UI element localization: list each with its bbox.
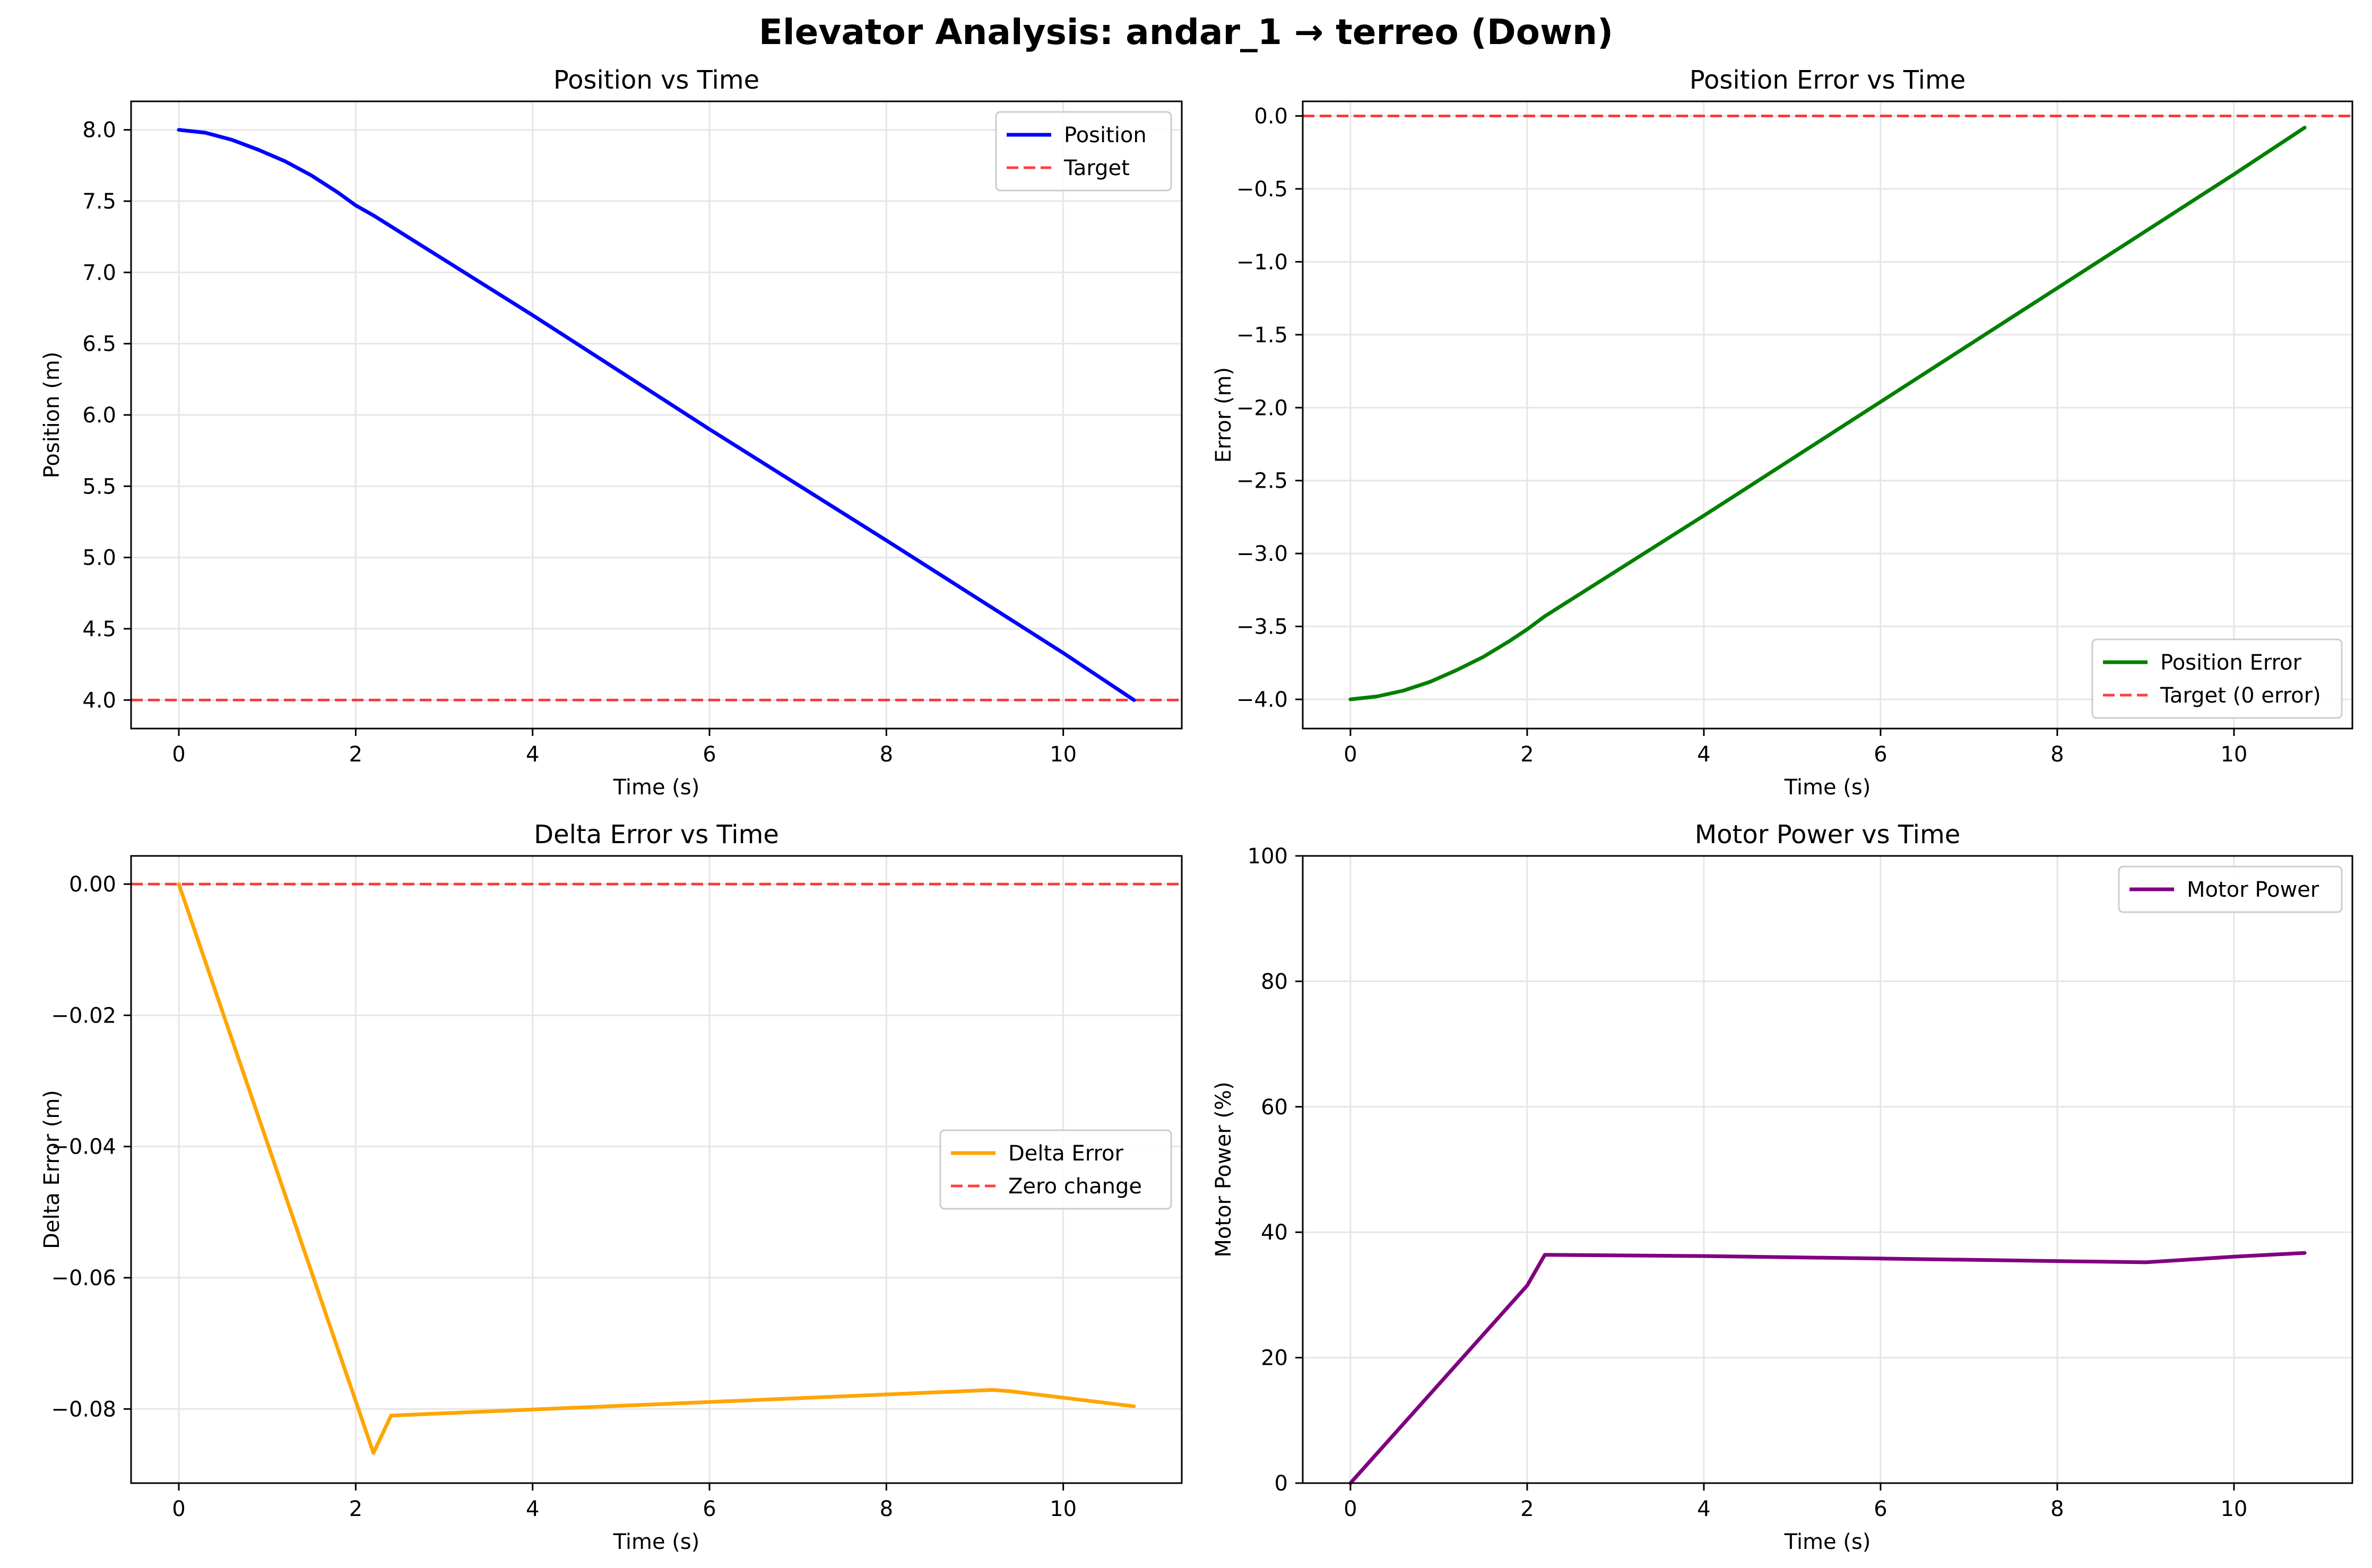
x-tick-label: 8 [880,1497,893,1521]
y-tick-label: 80 [1261,969,1288,994]
x-tick-label: 8 [2050,1497,2064,1521]
x-tick-label: 10 [2220,1497,2247,1521]
y-tick-label: 40 [1261,1220,1288,1245]
legend-label: Motor Power [2187,878,2319,902]
x-tick-label: 0 [172,742,185,767]
subplot-title: Position Error vs Time [1690,65,1966,95]
y-tick-label: 100 [1248,844,1288,869]
series-line [177,128,1136,702]
subplot-2: 0 2 4 6 8 10 −4.0 −3.5 −3.0 −2.5 −2.0 −1.5 −1.0 −0.5 0… [1211,65,2353,800]
y-tick-label: 5.5 [82,474,116,499]
legend: Position Target [995,111,1172,192]
x-tick-label: 4 [1697,742,1710,767]
legend-box [2091,638,2343,719]
x-tick-label: 2 [349,1497,362,1521]
y-tick-label: −1.0 [1236,250,1288,274]
y-axis-label: Position (m) [40,352,64,479]
y-tick-label: 6.5 [82,332,116,357]
y-tick-label: 0.0 [1254,104,1288,128]
y-axis-label: Delta Error (m) [40,1090,64,1249]
series-line [1348,1251,2307,1485]
x-tick-label: 2 [1520,742,1534,767]
legend: Position Error Target (0 error) [2091,638,2343,719]
x-tick-label: 8 [880,742,893,767]
plot-frame [1302,100,2353,730]
y-tick-label: 7.5 [82,189,116,214]
y-tick-label: 0.00 [69,872,116,897]
x-axis-label: Time (s) [613,775,700,800]
x-tick-label: 0 [1344,1497,1357,1521]
y-tick-label: −0.04 [51,1135,116,1159]
y-tick-label: −3.5 [1236,615,1288,639]
y-tick-label: −0.06 [51,1266,116,1290]
x-tick-label: 10 [2220,742,2247,767]
subplot-title: Motor Power vs Time [1695,820,1960,850]
x-axis-label: Time (s) [1784,1530,1871,1554]
legend: Delta Error Zero change [939,1129,1172,1210]
series-line [1348,126,2307,701]
x-tick-label: 6 [703,742,716,767]
legend-box [995,111,1172,192]
x-tick-label: 0 [172,1497,185,1521]
x-tick-label: 10 [1050,742,1077,767]
x-tick-label: 10 [1050,1497,1077,1521]
y-tick-label: −2.5 [1236,469,1288,493]
y-tick-label: −0.5 [1236,177,1288,202]
y-tick-label: 8.0 [82,118,116,143]
y-tick-label: −0.02 [51,1003,116,1028]
x-tick-label: 6 [1874,1497,1887,1521]
legend-label: Target [1063,156,1130,180]
legend-box [2118,865,2343,913]
plot-frame [130,855,1183,1484]
x-tick-label: 2 [1520,1497,1534,1521]
y-tick-label: 20 [1261,1346,1288,1371]
x-tick-label: 2 [349,742,362,767]
x-tick-label: 6 [1874,742,1887,767]
x-tick-label: 4 [526,1497,539,1521]
legend-box [939,1129,1172,1210]
legend-label: Position [1064,123,1147,148]
y-tick-label: 4.5 [82,617,116,642]
legend: Motor Power [2118,865,2343,913]
legend-label: Zero change [1008,1174,1142,1199]
plot-frame [1302,855,2353,1484]
y-tick-label: −2.0 [1236,396,1288,420]
y-tick-label: 60 [1261,1095,1288,1120]
legend-label: Position Error [2160,651,2302,675]
subplot-title: Delta Error vs Time [534,820,779,850]
legend-label: Target (0 error) [2160,683,2321,708]
subplot-1: 0 2 4 6 8 10 4.0 4.5 5.0 5.5 6.0 6.5 7.0 7.5 8.0 Positi… [40,65,1183,800]
figure-title: Elevator Analysis: andar_1 → terreo (Dow… [758,12,1614,53]
y-tick-label: 0 [1275,1471,1288,1496]
y-tick-label: 7.0 [82,261,116,285]
y-axis-label: Motor Power (%) [1211,1081,1236,1257]
subplot-3: 0 2 4 6 8 10 −0.08 −0.06 −0.04 −0.02 0.00 Delta Err… [40,820,1183,1554]
y-tick-label: −3.0 [1236,542,1288,566]
legend-label: Delta Error [1008,1141,1123,1166]
x-tick-label: 0 [1344,742,1357,767]
y-tick-label: −0.08 [51,1397,116,1422]
y-tick-label: −4.0 [1236,688,1288,712]
x-axis-label: Time (s) [1784,775,1871,800]
x-tick-label: 8 [2050,742,2064,767]
y-axis-label: Error (m) [1211,367,1236,463]
x-tick-label: 4 [1697,1497,1710,1521]
subplot-title: Position vs Time [553,65,759,95]
y-tick-label: 6.0 [82,403,116,428]
x-tick-label: 6 [703,1497,716,1521]
y-tick-label: 4.0 [82,688,116,713]
y-tick-label: −1.5 [1236,323,1288,348]
x-tick-label: 4 [526,742,539,767]
x-axis-label: Time (s) [613,1530,700,1554]
y-tick-label: 5.0 [82,546,116,570]
series-line [177,882,1136,1455]
